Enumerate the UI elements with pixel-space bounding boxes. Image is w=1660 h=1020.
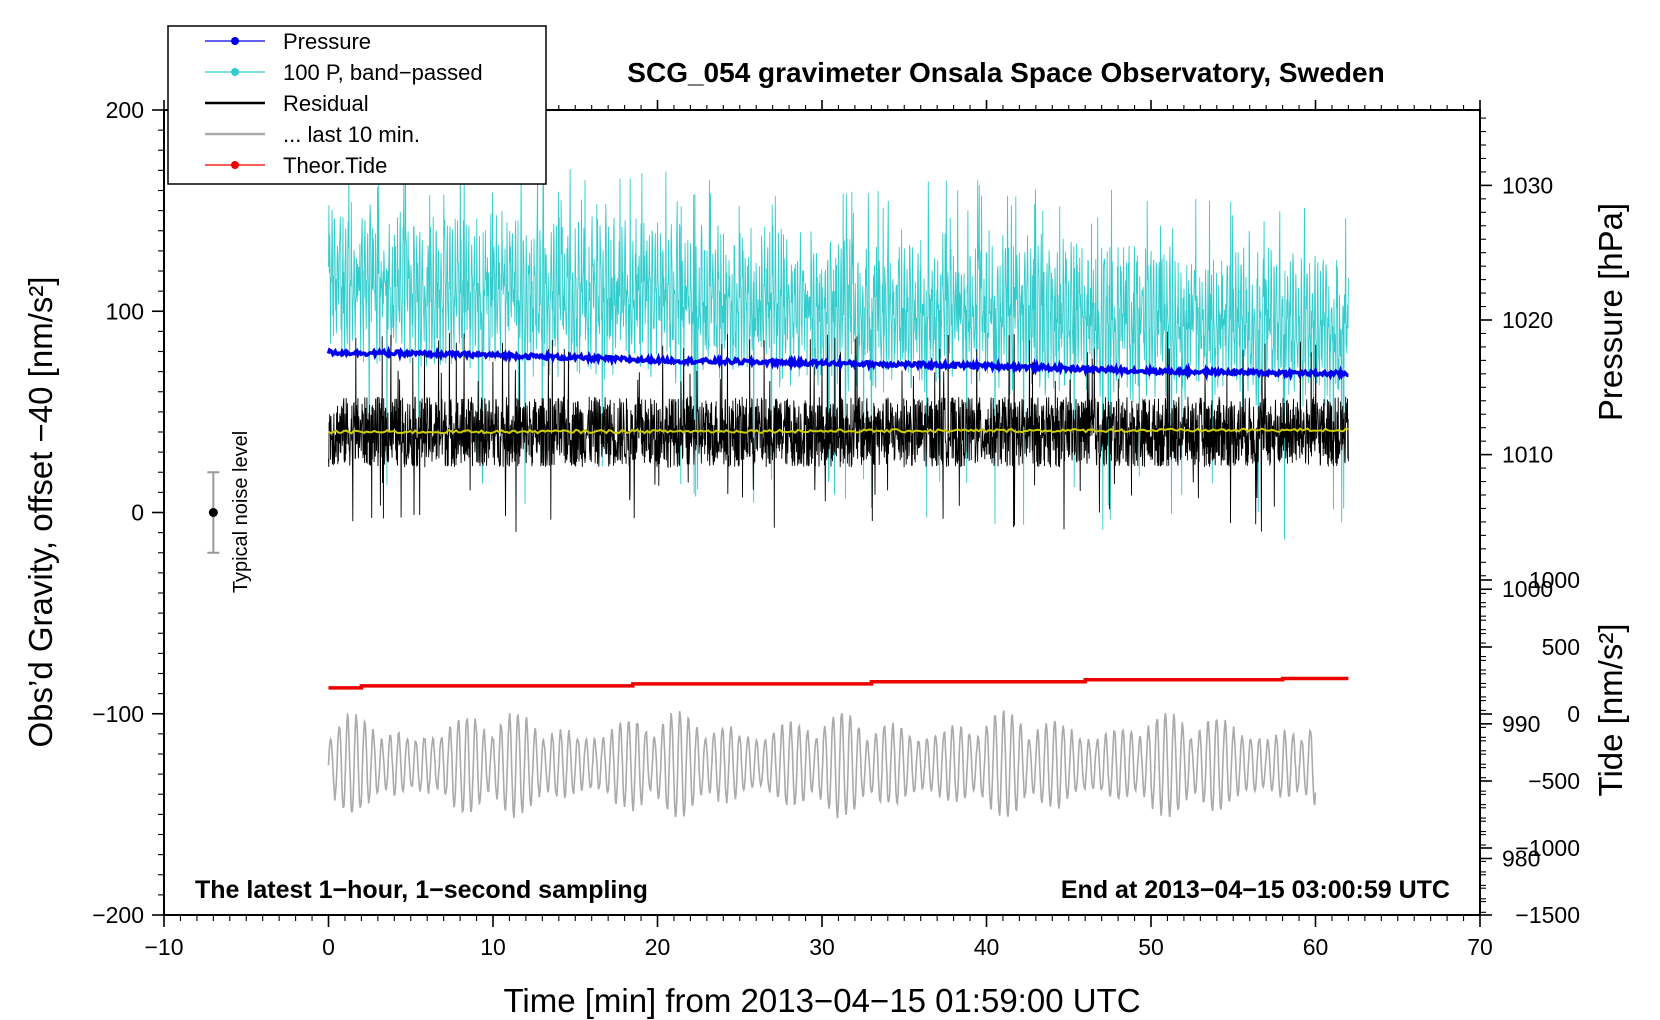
tide-tick-label: −1500: [1515, 902, 1580, 928]
series-residual-smoothed: [328, 427, 1349, 435]
x-axis-title: Time [min] from 2013−04−15 01:59:00 UTC: [503, 982, 1140, 1019]
y-tick-label: 0: [131, 500, 144, 526]
residual-smoothed-line: [328, 427, 1349, 435]
noise-label: Typical noise level: [230, 431, 252, 593]
legend-item: ... last 10 min.: [205, 122, 420, 147]
y-axis-title-left: Obs’d Gravity, offset −40 [nm/s²]: [22, 276, 59, 747]
annotation-sampling: The latest 1−hour, 1−second sampling: [195, 876, 648, 904]
residual-line: [328, 331, 1349, 532]
pressure-tick-label: 1010: [1502, 442, 1553, 468]
x-tick-label: 20: [645, 934, 671, 960]
y-tick-label: 200: [106, 97, 144, 123]
y-tick-label: −100: [92, 701, 144, 727]
x-tick-label: 70: [1467, 934, 1493, 960]
series-last-10-min: [327, 710, 1317, 819]
legend-box: [167, 25, 547, 185]
legend-label: Theor.Tide: [283, 153, 387, 178]
y-tick-label: −200: [92, 902, 144, 928]
tide-tick-label: −1000: [1515, 835, 1580, 861]
pressure-tick-label: 1020: [1502, 307, 1553, 333]
noise-indicator: Typical noise level: [207, 431, 252, 593]
pressure-line: [326, 345, 1349, 382]
legend-label: Pressure: [283, 29, 371, 54]
series-band-passed-pressure: [328, 155, 1349, 540]
legend-marker: [231, 161, 239, 169]
legend-item: 100 P, band−passed: [205, 60, 483, 85]
legend-marker: [231, 37, 239, 45]
legend-item: Residual: [205, 91, 369, 116]
theoretical-tide-line: [328, 676, 1349, 690]
legend-label: 100 P, band−passed: [283, 60, 483, 85]
series-layer: [326, 155, 1349, 819]
x-tick-label: 50: [1138, 934, 1164, 960]
tide-tick-label: 1000: [1529, 567, 1580, 593]
tide-tick-label: 500: [1542, 634, 1580, 660]
pressure-tick-label: 1000: [1502, 576, 1553, 602]
series-residual: [328, 331, 1349, 532]
pressure-tick-label: 980: [1502, 845, 1540, 871]
series-theoretical-tide: [328, 676, 1349, 690]
last-10-min-line: [327, 710, 1317, 819]
pressure-tick-label: 1030: [1502, 172, 1553, 198]
x-tick-label: 30: [809, 934, 835, 960]
x-tick-label: 0: [322, 934, 335, 960]
x-tick-label: 40: [974, 934, 1000, 960]
legend-marker: [231, 68, 239, 76]
tide-tick-label: 0: [1567, 701, 1580, 727]
pressure-tick-label: 990: [1502, 711, 1540, 737]
legend-label: Residual: [283, 91, 369, 116]
chart-title: SCG_054 gravimeter Onsala Space Observat…: [627, 57, 1384, 88]
series-pressure: [326, 345, 1349, 382]
x-tick-label: 10: [480, 934, 506, 960]
legend-label: ... last 10 min.: [283, 122, 420, 147]
band-passed-pressure-line: [328, 155, 1349, 540]
x-tick-label: −10: [144, 934, 183, 960]
legend: Pressure 100 P, band−passed Residual ... la…: [167, 25, 547, 185]
ticks-layer: −10 0 10 20 30 40 50 60 702001000−100−2001030102…: [92, 97, 1580, 960]
legend-item: Theor.Tide: [205, 153, 387, 178]
legend-item: Pressure: [205, 29, 371, 54]
annotation-end-time: End at 2013−04−15 03:00:59 UTC: [1061, 876, 1450, 904]
y-axis-title-tide: Tide [nm/s²]: [1592, 624, 1629, 797]
noise-center-dot: [208, 508, 218, 517]
y-tick-label: 100: [106, 298, 144, 324]
x-tick-label: 60: [1303, 934, 1329, 960]
y-axis-title-pressure: Pressure [hPa]: [1592, 203, 1629, 421]
tide-tick-label: −500: [1528, 768, 1580, 794]
